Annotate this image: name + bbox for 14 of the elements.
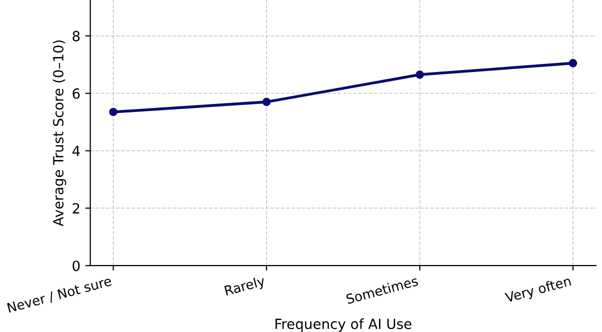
x-tick-label: Very often xyxy=(504,276,572,306)
y-tick-label: 4 xyxy=(72,146,80,156)
point xyxy=(109,108,118,116)
y-axis-title: Average Trust Score (0–10) xyxy=(52,40,66,226)
x-axis-title: Frequency of AI Use xyxy=(276,318,412,332)
x-tick-label: Rarely xyxy=(224,275,266,298)
point xyxy=(568,59,578,68)
point xyxy=(262,98,271,106)
y-tick-label: 2 xyxy=(72,203,80,214)
x-tick-label: Never / Not sure xyxy=(7,276,112,314)
y-tick-label: 6 xyxy=(72,88,80,99)
y-tick-label: 0 xyxy=(72,260,80,272)
y-tick-label: 8 xyxy=(72,30,80,42)
point xyxy=(416,70,424,79)
